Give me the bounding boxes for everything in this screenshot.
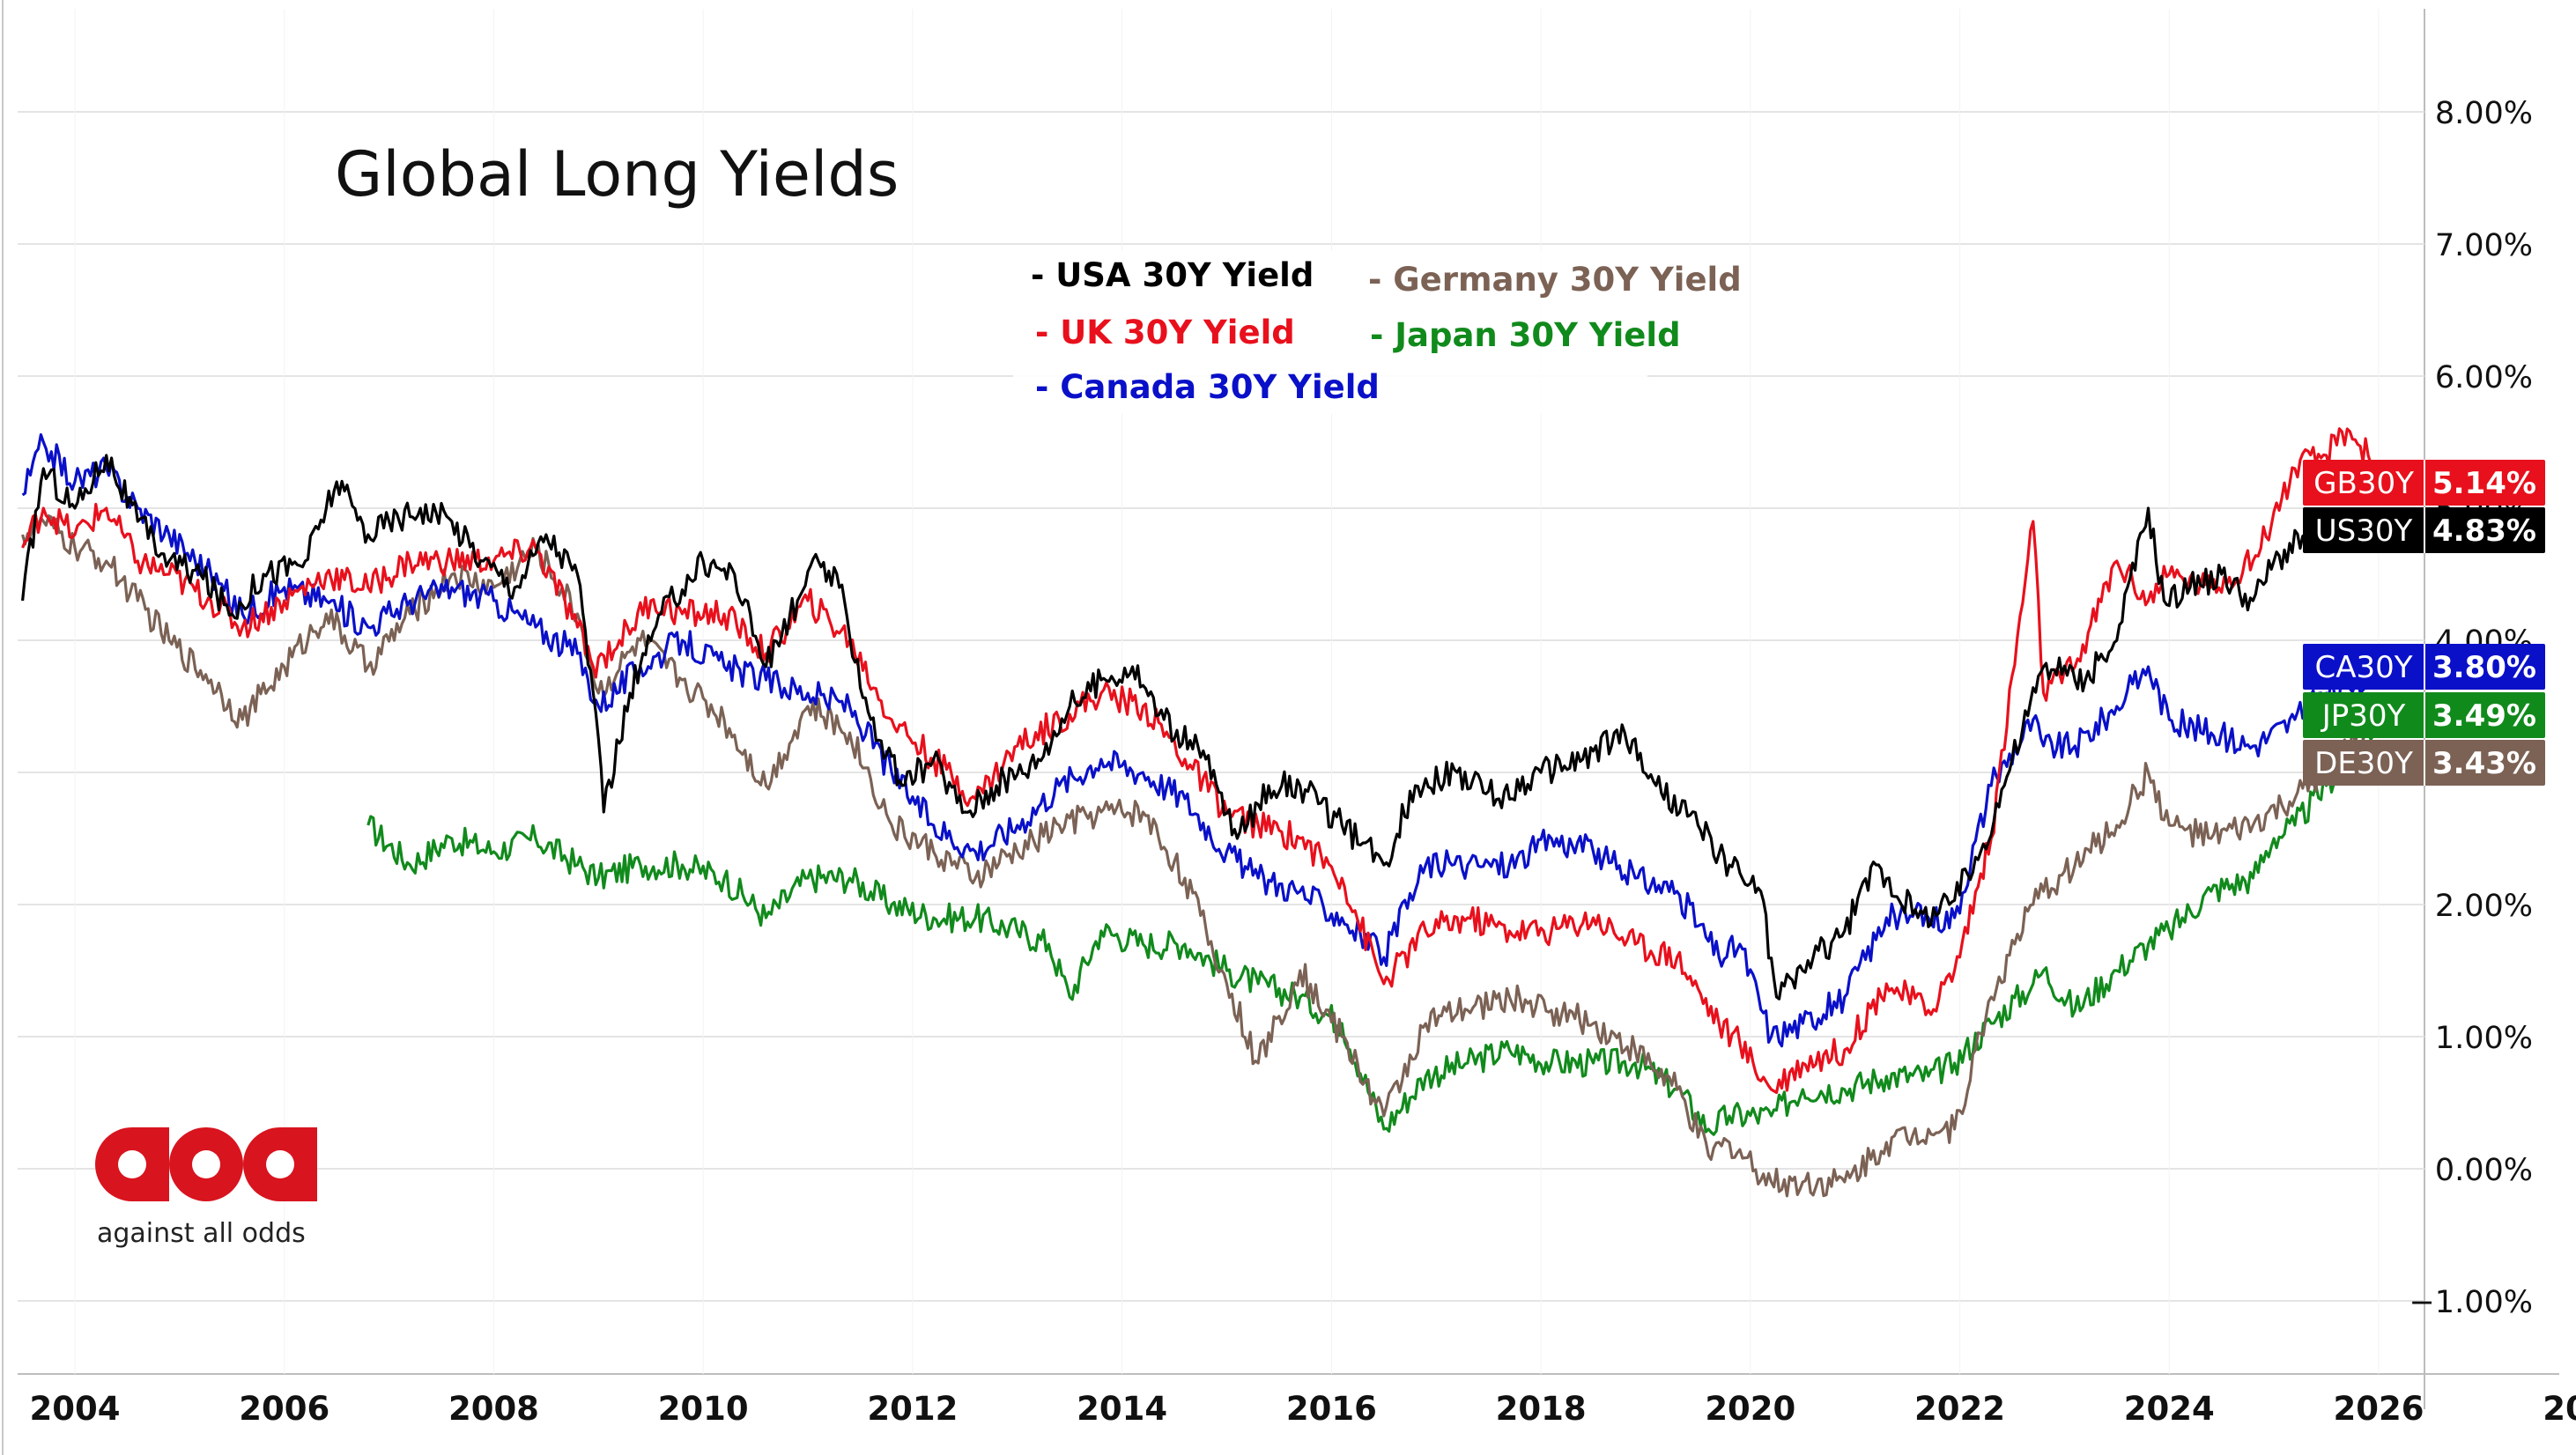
x-tick-label: 2006 (239, 1390, 329, 1428)
y-tick-label: 1.00% (2435, 1021, 2533, 1056)
tag-canada: CA30Y 3.80% (2303, 644, 2545, 690)
brand-logo: against all odds (95, 1127, 317, 1249)
legend-usa: - USA 30Y Yield (1031, 256, 1314, 294)
series-line-japan (366, 695, 2391, 1136)
x-axis: 2004 2006 2008 2010 2012 2014 2016 2018 2020 2022… (30, 1390, 2576, 1428)
tag-japan: JP30Y 3.49% (2303, 692, 2545, 738)
legend-germany: - Germany 30Y Yield (1368, 261, 1742, 299)
tag-value: 5.14% (2432, 466, 2536, 501)
x-tick-label: 2012 (867, 1390, 958, 1428)
aao-logo-icon (95, 1127, 317, 1201)
x-tick-label: 2016 (1286, 1390, 1377, 1428)
x-tick-label: 2020 (1705, 1390, 1795, 1428)
tag-symbol: CA30Y (2314, 650, 2412, 685)
series-line-usa (21, 454, 2391, 1001)
tag-value: 3.43% (2432, 746, 2536, 781)
y-tick-label: −1.00% (2409, 1285, 2533, 1320)
x-tick-label: 2024 (2124, 1390, 2215, 1428)
tag-usa: US30Y 4.83% (2303, 507, 2545, 553)
brand-tagline: against all odds (97, 1218, 306, 1249)
x-tick-label: 2008 (448, 1390, 539, 1428)
x-tick-label: 2014 (1077, 1390, 1167, 1428)
y-tick-label: 7.00% (2435, 228, 2533, 263)
tag-germany: DE30Y 3.43% (2303, 740, 2545, 786)
x-tick-label: 2010 (658, 1390, 749, 1428)
chart-title: Global Long Yields (335, 138, 899, 210)
y-tick-label: 0.00% (2435, 1153, 2533, 1188)
tag-value: 4.83% (2432, 513, 2536, 549)
grid (18, 9, 2424, 1374)
tag-value: 3.49% (2432, 698, 2536, 734)
series-lines (21, 427, 2391, 1198)
x-tick-label: 2028 (2543, 1390, 2576, 1428)
x-tick-label: 2026 (2334, 1390, 2424, 1428)
series-line-germany (21, 514, 2391, 1198)
tag-symbol: JP30Y (2321, 698, 2406, 734)
tag-symbol: GB30Y (2313, 466, 2414, 501)
x-tick-label: 2018 (1496, 1390, 1587, 1428)
x-tick-label: 2004 (30, 1390, 121, 1428)
series-line-canada (21, 432, 2391, 1048)
legend-canada: - Canada 30Y Yield (1035, 368, 1380, 406)
legend-uk: - UK 30Y Yield (1035, 314, 1295, 351)
legend: - USA 30Y Yield - UK 30Y Yield - Canada … (1013, 251, 1742, 414)
tag-symbol: US30Y (2315, 513, 2413, 549)
y-tick-label: 2.00% (2435, 889, 2533, 924)
legend-japan: - Japan 30Y Yield (1370, 316, 1681, 354)
y-tick-label: 8.00% (2435, 96, 2533, 131)
tag-symbol: DE30Y (2314, 746, 2413, 781)
x-tick-label: 2022 (1914, 1390, 2005, 1428)
tag-uk: GB30Y 5.14% (2303, 460, 2545, 506)
tag-value: 3.80% (2432, 650, 2536, 685)
last-value-tags: GB30Y 5.14% US30Y 4.83% CA30Y 3.80% JP30Y 3.49%… (2303, 460, 2545, 786)
y-tick-label: 6.00% (2435, 360, 2533, 395)
